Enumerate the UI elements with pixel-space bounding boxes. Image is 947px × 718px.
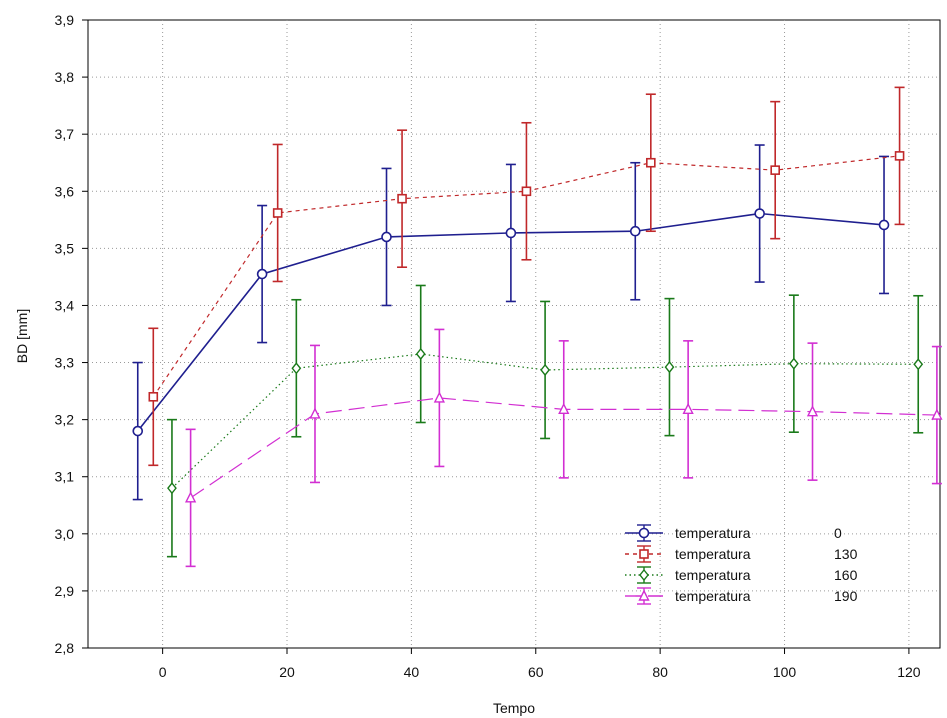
- data-point: [646, 157, 656, 168]
- data-point: [894, 151, 905, 161]
- data-point: [629, 225, 641, 237]
- legend-series-name: temperatura: [675, 546, 751, 562]
- y-tick-label: 3,9: [55, 12, 75, 28]
- legend-item-160: temperatura 160: [625, 566, 858, 584]
- y-tick-label: 3,7: [55, 126, 75, 142]
- series-190: [184, 328, 943, 568]
- series-130: [148, 86, 905, 467]
- x-tick-label: 40: [404, 664, 420, 680]
- data-point: [148, 391, 159, 402]
- data-point: [397, 193, 407, 204]
- legend-item-130: temperatura 130: [625, 545, 858, 563]
- data-point: [878, 219, 890, 231]
- x-tick-label: 120: [897, 664, 921, 680]
- x-tick-label: 60: [528, 664, 544, 680]
- data-point: [788, 357, 799, 370]
- y-tick-label: 3,0: [55, 526, 75, 542]
- x-axis-title: Tempo: [493, 700, 535, 716]
- y-tick-label: 3,5: [55, 240, 75, 256]
- legend-marker: [638, 589, 650, 601]
- y-tick-label: 3,6: [55, 183, 75, 199]
- y-tick-label: 3,2: [55, 412, 75, 428]
- data-point: [291, 362, 302, 375]
- legend-marker: [638, 527, 650, 539]
- data-point: [913, 358, 924, 371]
- y-tick-label: 3,4: [55, 297, 75, 313]
- data-point: [540, 363, 550, 377]
- data-point: [931, 408, 943, 420]
- y-tick-label: 2,8: [55, 640, 75, 656]
- series-160: [166, 284, 924, 558]
- data-point: [184, 491, 197, 503]
- legend: temperatura 0 temperatura 130 temperatura 160…: [625, 524, 858, 605]
- data-point: [806, 405, 819, 417]
- data-point: [521, 186, 532, 197]
- data-point: [415, 347, 426, 361]
- tick-labels: 2,8 2,9 3,0 3,1 3,2 3,3 3,4 3,5 3,6 3,7 3,8 3,9 0 20 4…: [55, 12, 921, 680]
- legend-marker: [639, 549, 649, 559]
- x-tick-label: 0: [159, 664, 167, 680]
- x-tick-label: 100: [773, 664, 797, 680]
- legend-item-190: temperatura 190: [625, 587, 858, 605]
- data-point: [505, 227, 517, 239]
- legend-series-name: temperatura: [675, 525, 751, 541]
- series-0: [132, 144, 890, 501]
- data-point: [381, 231, 392, 243]
- data-point: [309, 407, 321, 419]
- legend-marker: [639, 568, 649, 582]
- plot-area: [87, 19, 941, 649]
- legend-series-level: 160: [834, 567, 858, 583]
- y-axis-title: BD [mm]: [14, 309, 30, 363]
- legend-series-level: 130: [834, 546, 858, 562]
- data-point: [433, 391, 446, 403]
- data-point: [558, 402, 570, 415]
- data-point: [256, 268, 268, 280]
- x-tick-label: 80: [652, 664, 668, 680]
- y-tick-label: 2,9: [55, 583, 75, 599]
- legend-item-0: temperatura 0: [625, 524, 842, 542]
- data-point: [272, 208, 283, 218]
- data-point: [754, 208, 765, 219]
- data-point: [664, 360, 675, 374]
- series-layer: [132, 86, 943, 568]
- legend-series-level: 190: [834, 588, 858, 604]
- data-point: [132, 425, 144, 437]
- x-tick-label: 20: [279, 664, 295, 680]
- grid: [88, 20, 940, 648]
- legend-series-level: 0: [834, 525, 842, 541]
- data-point: [682, 402, 694, 415]
- y-tick-label: 3,3: [55, 355, 75, 371]
- y-tick-label: 3,8: [55, 69, 75, 85]
- legend-series-name: temperatura: [675, 588, 751, 604]
- y-tick-label: 3,1: [55, 469, 75, 485]
- data-point: [167, 482, 177, 495]
- tick-marks: [82, 19, 910, 654]
- legend-series-name: temperatura: [675, 567, 751, 583]
- data-point: [770, 165, 780, 175]
